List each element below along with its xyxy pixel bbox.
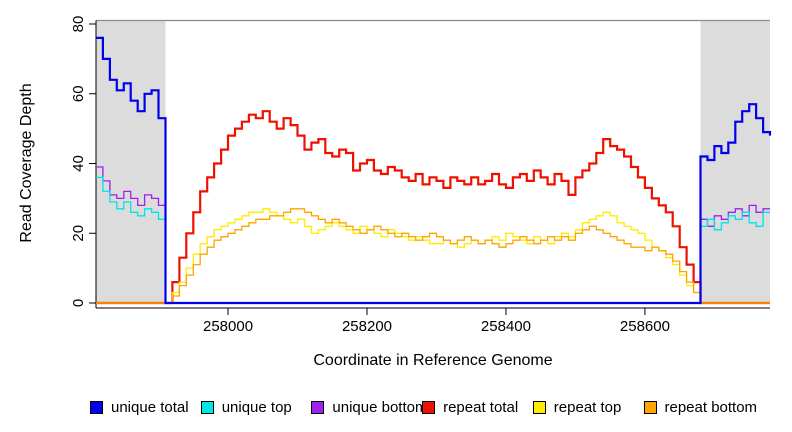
legend-item: unique bottom <box>311 399 427 416</box>
legend-item: unique top <box>200 399 292 416</box>
x-tick-label: 258200 <box>342 318 392 335</box>
y-tick-label: 80 <box>70 16 87 33</box>
legend-label: unique bottom <box>332 399 428 416</box>
legend-label: repeat total <box>443 399 519 416</box>
shaded-region <box>96 20 166 303</box>
y-tick-label: 40 <box>70 155 87 172</box>
y-tick-label: 60 <box>70 85 87 102</box>
series-line-repeat-bottom <box>96 208 770 304</box>
legend-item: repeat total <box>422 399 518 416</box>
series-line-repeat-total <box>96 110 770 305</box>
legend-label: repeat bottom <box>664 399 758 416</box>
legend-label: unique top <box>221 399 292 416</box>
y-tick-label: 0 <box>70 299 87 307</box>
legend-swatch <box>422 401 436 414</box>
legend-item: repeat bottom <box>643 399 758 416</box>
legend-label: unique total <box>111 399 189 416</box>
chart-legend: unique total unique top unique bottom repea… <box>0 399 792 419</box>
series-line-unique-total <box>96 36 772 305</box>
shaded-region <box>700 20 770 303</box>
legend-swatch <box>90 401 103 414</box>
series-line-unique-top <box>96 176 770 304</box>
x-tick-label: 258600 <box>620 318 670 335</box>
legend-swatch <box>532 401 546 414</box>
x-tick-label: 258000 <box>203 318 253 335</box>
legend-item: unique total <box>90 399 189 416</box>
legend-swatch <box>643 401 657 414</box>
series-line-unique-bottom <box>96 166 770 304</box>
legend-label: repeat top <box>553 399 622 416</box>
x-tick-label: 258400 <box>481 318 531 335</box>
x-axis-title: Coordinate in Reference Genome <box>313 352 553 369</box>
series-line-repeat-top <box>96 208 770 304</box>
legend-swatch <box>200 401 214 414</box>
legend-item: repeat top <box>532 399 622 416</box>
y-axis-title: Read Coverage Depth <box>18 83 35 243</box>
y-tick-label: 20 <box>70 225 87 242</box>
legend-swatch <box>311 401 325 414</box>
